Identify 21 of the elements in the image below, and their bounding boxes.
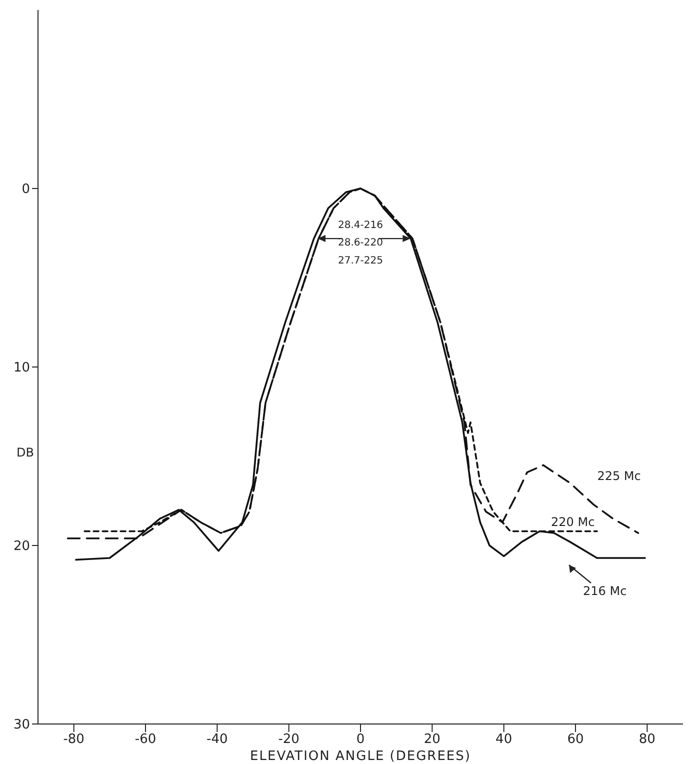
annotation: 27.7-225 xyxy=(338,255,383,266)
annotation: 28.4-216 xyxy=(338,220,383,231)
x-tick-label: 40 xyxy=(496,732,512,748)
series-label: 225 Mc xyxy=(597,469,641,484)
x-tick-label: 20 xyxy=(424,732,440,748)
x-tick-label: -60 xyxy=(134,732,156,748)
x-tick-label: 80 xyxy=(638,732,656,748)
y-tick-label: 0 xyxy=(22,182,30,198)
y-tick-label: 10 xyxy=(13,360,30,376)
x-tick-label: 60 xyxy=(567,732,584,748)
y-tick-label: 30 xyxy=(13,718,30,733)
y-axis-title: DB xyxy=(16,445,34,460)
x-tick-label: 0 xyxy=(356,732,365,748)
annotation: 28.6-220 xyxy=(338,238,383,249)
text: 216 Mc xyxy=(583,584,627,598)
y-tick-label: 20 xyxy=(13,539,30,554)
x-tick-label: -80 xyxy=(63,732,84,748)
series-label: 220 Mc xyxy=(551,515,595,530)
x-axis-title: ELEVATION ANGLE (DEGREES) xyxy=(250,749,471,764)
x-tick-label: -20 xyxy=(278,732,300,748)
x-tick-label: -40 xyxy=(206,732,228,748)
